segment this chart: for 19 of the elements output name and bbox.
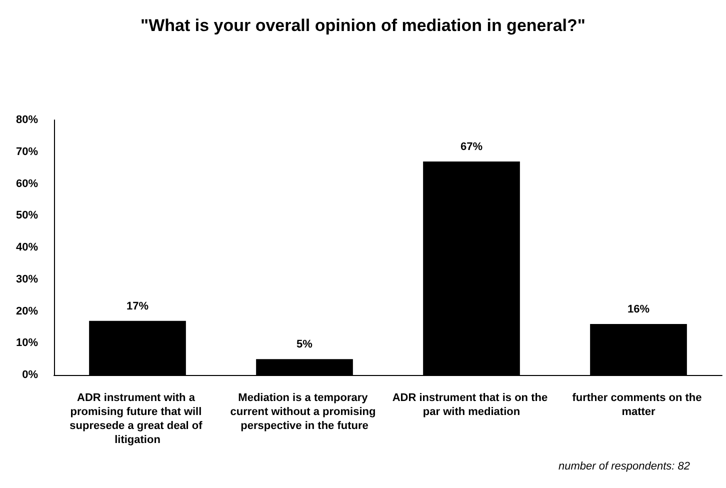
y-tick-label: 20% [16,305,38,318]
x-tick-label: ADR instrument with a promising future that will supresede a great deal of litigation [70,392,206,446]
y-tick-label: 50% [16,210,38,222]
x-tick-label: ADR instrument that is on the par with mediation [392,392,551,418]
y-tick-label: 40% [16,242,38,254]
data-label: 16% [627,304,650,316]
y-tick-label: 80% [16,114,38,126]
text: number of respondents: 82 [558,460,690,472]
chart-title: "What is your overall opinion of mediation in general?" [140,16,586,35]
y-tick-label: 30% [16,273,38,286]
data-label: 67% [460,140,483,153]
y-tick-label: 70% [16,146,38,158]
y-tick-label: 0% [22,369,38,381]
y-tick-label: 60% [16,178,38,190]
data-label: 17% [126,300,149,312]
x-tick-label: further comments on the matter [572,392,705,418]
x-tick-label: Mediation is a temporary current without a promising perspective in the future [230,392,379,432]
y-tick-label: 10% [16,337,38,350]
data-label: 5% [296,338,313,351]
